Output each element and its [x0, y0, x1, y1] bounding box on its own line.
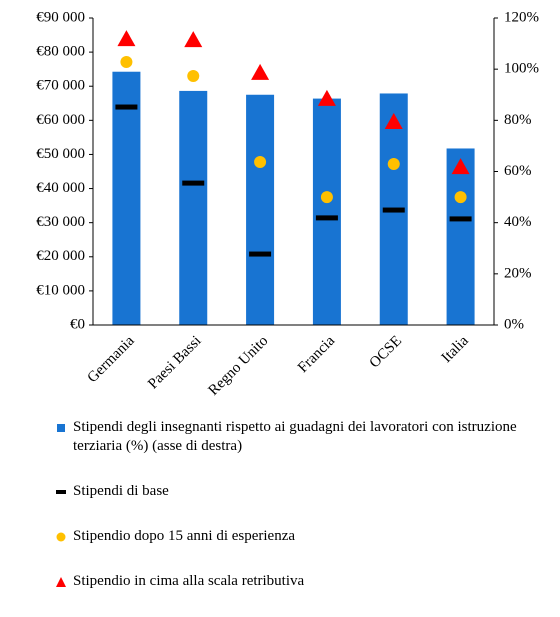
y-tick-label: €20 000 [36, 248, 85, 264]
circle-marker [120, 56, 133, 69]
circle-marker [254, 155, 267, 168]
triangle-marker [184, 31, 203, 48]
dash-marker [115, 104, 138, 110]
y-tick-label: €0 [70, 316, 85, 332]
x-tick-label: Paesi Bassi [145, 333, 204, 392]
dash-marker [249, 251, 272, 257]
y2-tick-label: 0% [504, 316, 524, 332]
legend-marker [56, 490, 66, 494]
circle-marker [187, 69, 200, 82]
legend-entry: Stipendio in cima alla scala retributiva [56, 572, 546, 591]
chart: €0 €10 000 €20 000 €30 000 €40 000 €50 000 €60… [36, 9, 539, 399]
y-tick-label: €80 000 [36, 44, 85, 60]
bar [179, 90, 208, 325]
y-tick-label: €70 000 [36, 78, 85, 94]
bar [246, 94, 275, 325]
bar [112, 71, 141, 325]
legend-label: Stipendio dopo 15 anni di esperienza [73, 528, 296, 544]
dash-marker [382, 207, 405, 213]
legend-swatch [57, 424, 65, 432]
y2-tick-label: 20% [504, 265, 532, 281]
legend-label: Stipendio in cima alla scala retributiva [73, 573, 305, 589]
y-tick-label: €60 000 [36, 112, 85, 128]
y2-tick-label: 100% [504, 61, 539, 77]
y2-tick-label: 60% [504, 163, 532, 179]
legend-marker [57, 424, 65, 432]
x-tick-label: Italia [439, 333, 472, 366]
circle-marker [320, 191, 333, 204]
legend-marker [56, 532, 66, 542]
y2-tick-label: 40% [504, 214, 532, 230]
circle-marker [454, 191, 467, 204]
triangle-marker [251, 63, 270, 80]
y-tick-label: €10 000 [36, 282, 85, 298]
y-tick-label: €30 000 [36, 214, 85, 230]
x-tick-label: Francia [295, 333, 338, 376]
circle-marker [387, 157, 400, 170]
x-tick-label: Germania [85, 333, 138, 386]
page: {"chart_data": {"type": "bar", "categori… [36, 9, 539, 589]
bar [446, 148, 475, 325]
legend-entry: Stipendio dopo 15 anni di esperienza [56, 527, 546, 546]
legend-entry: Stipendi di base [56, 482, 546, 501]
legend-label: Stipendi degli insegnanti rispetto ai gu… [73, 419, 517, 454]
y-tick-label: €40 000 [36, 180, 85, 196]
y2-tick-label: 120% [504, 9, 539, 25]
triangle-marker [317, 89, 336, 106]
y-tick-label: €50 000 [36, 146, 85, 162]
triangle-marker [384, 113, 403, 130]
legend: Stipendi degli insegnanti rispetto ai gu… [56, 418, 546, 617]
legend-marker [56, 577, 66, 587]
bar [312, 98, 341, 326]
triangle-marker [451, 158, 470, 175]
dash-marker [315, 215, 338, 221]
y-tick-label: €90 000 [36, 9, 85, 25]
legend-swatch [56, 532, 66, 542]
legend-label: Stipendi di base [73, 483, 169, 499]
x-tick-label: OCSE [367, 333, 405, 371]
dash-marker [182, 180, 205, 186]
x-tick-label: Regno Unito [206, 333, 272, 399]
legend-swatch [56, 490, 66, 494]
triangle-marker [117, 30, 136, 47]
legend-entry: Stipendi degli insegnanti rispetto ai gu… [56, 418, 546, 456]
dash-marker [449, 216, 472, 222]
y2-tick-label: 80% [504, 112, 532, 128]
legend-swatch [56, 577, 66, 587]
